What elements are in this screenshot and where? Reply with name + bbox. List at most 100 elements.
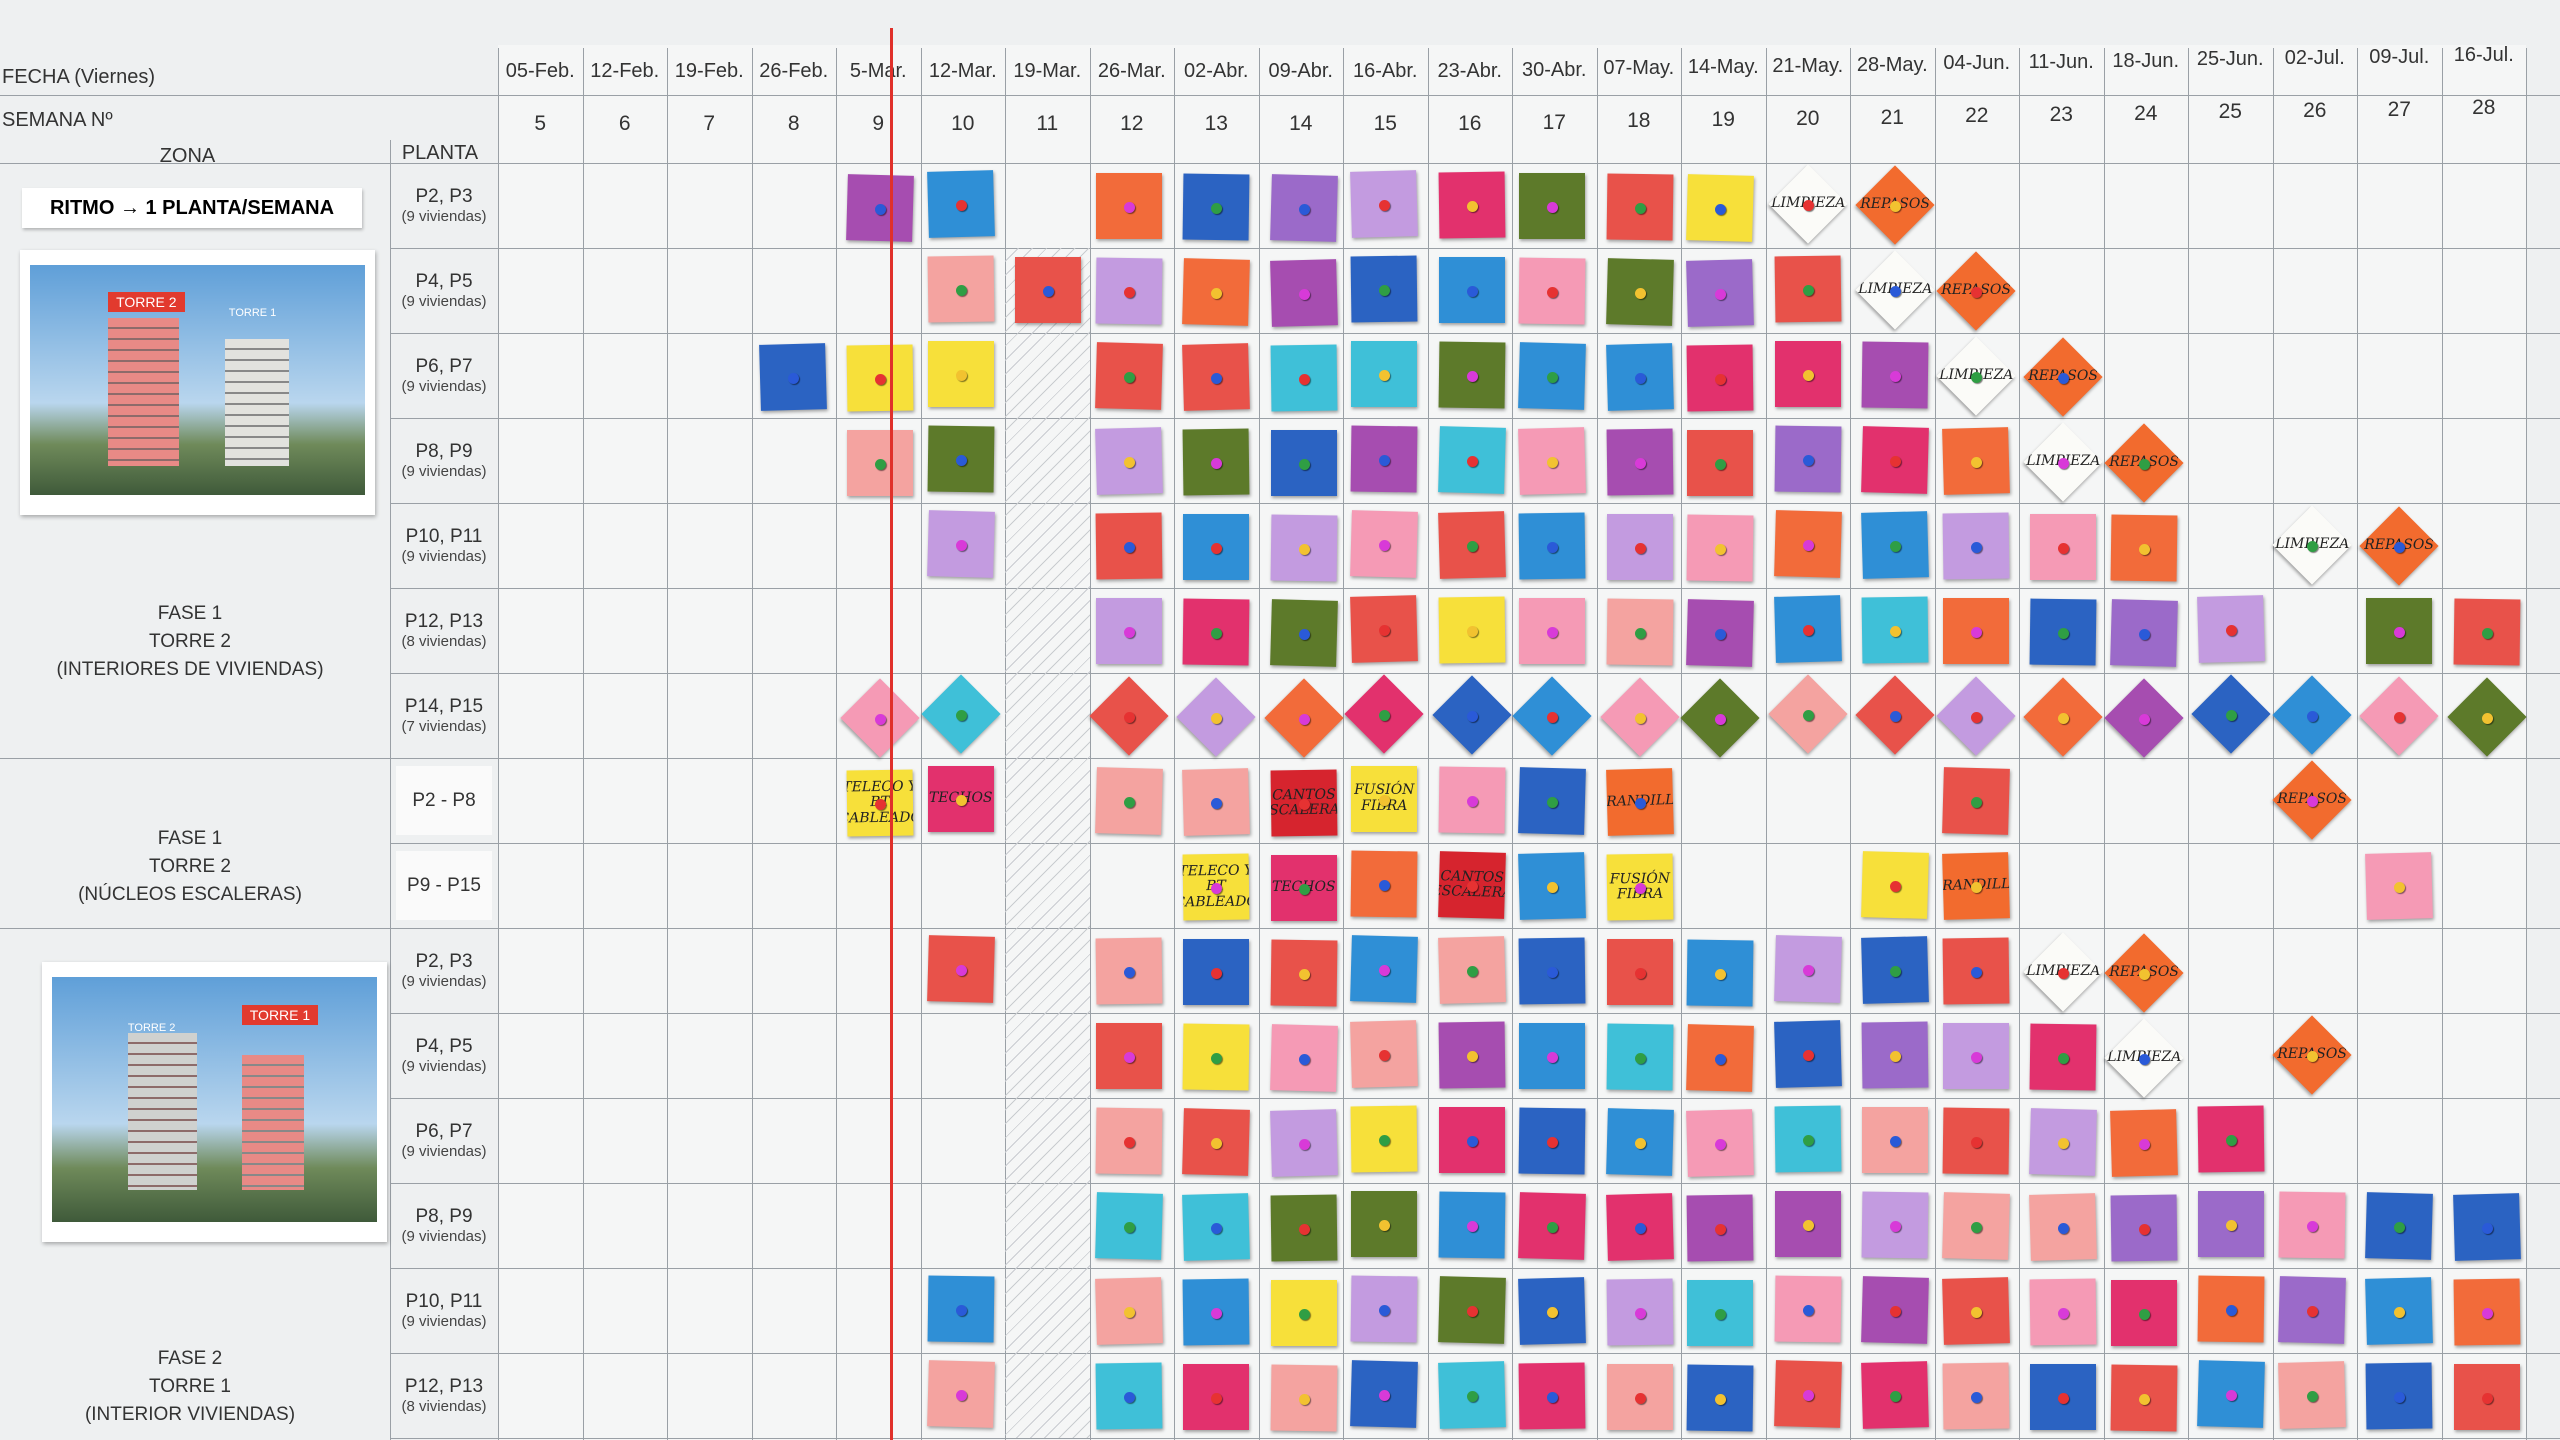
pin (1466, 540, 1478, 552)
week-number: 10 (951, 112, 975, 135)
planta-cell: P8, P9 (9 viviendas) (396, 426, 492, 495)
pin (2138, 1053, 2150, 1065)
pin (1890, 1390, 1902, 1402)
pin (1802, 539, 1814, 551)
grid-line (1512, 48, 1513, 1440)
week-date: 19-Feb. (674, 60, 744, 82)
pin (2058, 1137, 2070, 1149)
week-date: 12-Mar. (928, 60, 997, 82)
pin (2138, 1393, 2150, 1405)
pin (1123, 1221, 1135, 1233)
pin (1970, 286, 1982, 298)
week-date: 25-Jun. (2196, 48, 2264, 71)
pin (1466, 965, 1478, 977)
pin (1379, 1134, 1391, 1146)
pin (1466, 455, 1478, 467)
planta-label: P2, P3 (415, 951, 473, 972)
pin (2058, 627, 2070, 639)
planta-cell: P2 - P8 (396, 766, 492, 835)
planta-label: P4, P5 (415, 271, 473, 292)
pin (1123, 201, 1135, 213)
pin (1043, 285, 1055, 297)
pin (2058, 1222, 2070, 1234)
planta-cell: P2, P3 (9 viviendas) (396, 936, 492, 1005)
pin (2058, 1052, 2070, 1064)
grid-line (1343, 48, 1344, 1440)
pin (1634, 712, 1646, 724)
week-number: 8 (787, 112, 800, 135)
pin (1890, 540, 1902, 552)
pin (2306, 1305, 2318, 1317)
grid-line (390, 1268, 2560, 1269)
week-date: 18-Jun. (2112, 49, 2180, 72)
pin (1715, 1053, 1727, 1065)
grid-line (390, 758, 2560, 759)
pin (1211, 1052, 1223, 1064)
planta-cell: P6, P7 (9 viviendas) (396, 341, 492, 410)
pin (1970, 541, 1982, 553)
pin (1634, 542, 1646, 554)
pin (2058, 967, 2070, 979)
photo-tag: TORRE 2 (108, 291, 185, 312)
planta-cell: P4, P5 (9 viviendas) (396, 256, 492, 325)
pin (1466, 200, 1478, 212)
photo-image: TORRE 1 TORRE 2 (52, 977, 377, 1222)
week-number: 6 (618, 112, 631, 135)
pin (1802, 1304, 1814, 1316)
week-number: 24 (2134, 101, 2158, 125)
pin (1890, 710, 1902, 722)
pin (1298, 628, 1310, 640)
pin (1715, 373, 1727, 385)
pin (2058, 542, 2070, 554)
pin (2226, 1134, 2238, 1146)
pin (2058, 1307, 2070, 1319)
planta-cell: P12, P13 (8 viviendas) (396, 1361, 492, 1430)
pin (1634, 1052, 1646, 1064)
pin (955, 709, 967, 721)
pin (1970, 881, 1982, 893)
photo: TORRE 1 TORRE 2 (42, 962, 387, 1242)
pin (1547, 1051, 1559, 1063)
pin (955, 199, 967, 211)
planta-cell: P9 - P15 (396, 851, 492, 920)
pin (1634, 1137, 1646, 1149)
pin (1123, 1051, 1135, 1063)
pin (1123, 541, 1135, 553)
planta-label: P12, P13 (404, 611, 484, 632)
pin (1547, 201, 1559, 213)
photo-tag: TORRE 2 (127, 1021, 176, 1034)
pin (787, 372, 799, 384)
pin (1970, 1306, 1982, 1318)
pin (1123, 966, 1135, 978)
week-date: 26-Feb. (759, 60, 829, 82)
pin (2138, 1308, 2150, 1320)
pin (1211, 967, 1223, 979)
pin (1715, 968, 1727, 980)
grid-line (667, 48, 668, 1440)
pin (1379, 369, 1391, 381)
pin (1298, 713, 1310, 725)
planta-label: P2 - P8 (412, 789, 476, 811)
pin (1298, 288, 1310, 300)
week-number: 16 (1458, 112, 1482, 135)
grid-line (390, 1013, 2560, 1014)
week-number: 20 (1796, 106, 1820, 130)
pin (1802, 964, 1814, 976)
zone-line: TORRE 2 (148, 631, 231, 652)
photo-tag: TORRE 1 (241, 1005, 319, 1025)
grid-line (1681, 48, 1682, 1440)
grid-line (2357, 48, 2358, 1440)
week-date: 5-Mar. (849, 60, 907, 82)
planta-sub: (9 viviendas) (401, 548, 487, 565)
pin (1890, 625, 1902, 637)
week-number: 21 (1880, 105, 1904, 129)
pin (1123, 1136, 1135, 1148)
pin (2306, 1050, 2318, 1062)
pin (1715, 203, 1727, 215)
pin (1298, 798, 1310, 810)
pin (2306, 540, 2318, 552)
grid-line (390, 673, 2560, 674)
pin (1634, 287, 1646, 299)
pin (2306, 1390, 2318, 1402)
grid-line (390, 333, 2560, 334)
